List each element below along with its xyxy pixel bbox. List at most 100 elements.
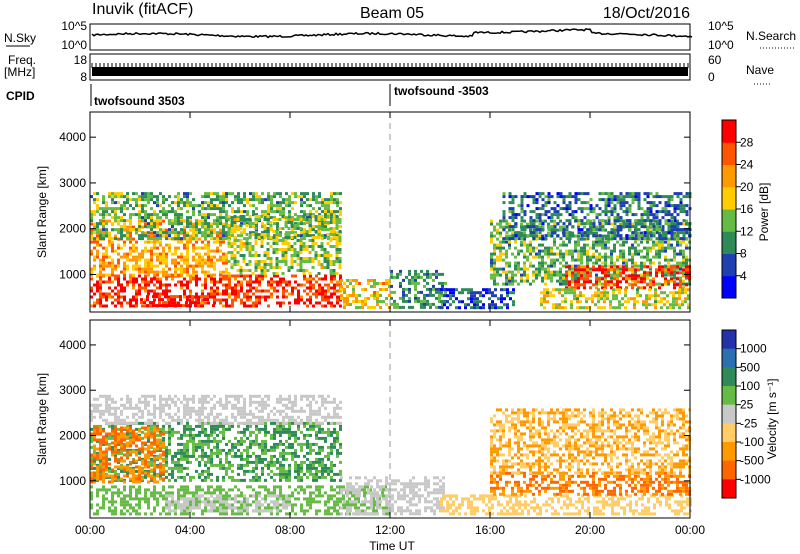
heatmap-cell <box>673 219 677 223</box>
heatmap-cell <box>135 192 138 196</box>
heatmap-cell <box>402 296 405 300</box>
heatmap-cell <box>619 264 622 268</box>
heatmap-cell <box>676 240 679 244</box>
heatmap-cell <box>99 304 102 308</box>
heatmap-cell <box>547 255 550 259</box>
heatmap-cell <box>586 280 589 284</box>
heatmap-cell <box>207 445 210 449</box>
heatmap-cell <box>562 222 566 226</box>
heatmap-cell <box>312 234 315 238</box>
heatmap-cell <box>242 257 246 260</box>
heatmap-cell <box>263 263 267 266</box>
heatmap-cell <box>105 298 108 302</box>
heatmap-cell <box>547 195 551 199</box>
heatmap-cell <box>358 300 361 303</box>
heatmap-cell <box>159 427 162 431</box>
heatmap-cell <box>135 213 138 217</box>
heatmap-cell <box>234 277 237 281</box>
heatmap-cell <box>547 201 551 205</box>
heatmap-cell <box>523 252 526 256</box>
heatmap-cell <box>562 228 566 232</box>
heatmap-cell <box>580 271 583 275</box>
heatmap-cell <box>523 195 527 199</box>
heatmap-cell <box>165 277 168 281</box>
heatmap-cell <box>183 427 186 431</box>
heatmap-cell <box>646 234 649 238</box>
heatmap-cell <box>308 260 312 263</box>
heatmap-cell <box>637 228 641 232</box>
heatmap-cell <box>625 274 628 278</box>
heatmap-cell <box>99 283 102 287</box>
nsky-trace <box>91 27 693 39</box>
heatmap-cell <box>607 222 611 226</box>
heatmap-cell <box>123 243 126 247</box>
heatmap-cell <box>628 237 632 241</box>
heatmap-cell <box>237 198 240 202</box>
heatmap-cell <box>514 216 518 220</box>
heatmap-cell <box>129 231 132 235</box>
heatmap-cell <box>233 254 237 257</box>
heatmap-cell <box>267 207 270 211</box>
heatmap-cell <box>514 267 517 271</box>
heatmap-cell <box>664 237 668 241</box>
heatmap-cell <box>579 306 582 310</box>
heatmap-cell <box>150 424 153 428</box>
heatmap-cell <box>242 254 246 257</box>
heatmap-cell <box>352 279 355 282</box>
heatmap-cell <box>281 260 285 263</box>
heatmap-cell <box>610 231 614 235</box>
heatmap-cell <box>505 240 508 244</box>
heatmap-cell <box>201 439 204 443</box>
heatmap-cell <box>114 237 117 241</box>
heatmap-cell <box>613 231 616 235</box>
heatmap-cell <box>120 225 123 229</box>
heatmap-cell <box>168 267 171 271</box>
heatmap-cell <box>339 304 342 308</box>
heatmap-cell <box>529 243 532 247</box>
heatmap-cell <box>129 304 132 308</box>
heatmap-cell <box>502 237 506 241</box>
heatmap-cell <box>174 222 177 226</box>
heatmap-cell <box>186 261 189 265</box>
heatmap-cell <box>670 216 674 220</box>
heatmap-cell <box>236 218 240 221</box>
heatmap-cell <box>233 248 237 251</box>
heatmap-cell <box>502 258 505 262</box>
heatmap-cell <box>541 279 544 283</box>
heatmap-cell <box>598 225 602 229</box>
heatmap-cell <box>294 195 297 199</box>
heatmap-cell <box>679 276 682 280</box>
heatmap-cell <box>225 427 228 431</box>
heatmap-cell <box>550 225 554 229</box>
heatmap-cell <box>210 198 213 202</box>
heatmap-cell <box>576 297 579 301</box>
heatmap-cell <box>207 246 210 250</box>
heatmap-cell <box>102 195 105 199</box>
heatmap-cell <box>108 457 111 461</box>
heatmap-cell <box>219 216 222 220</box>
heatmap-cell <box>177 301 180 305</box>
heatmap-cell <box>568 195 572 199</box>
heatmap-cell <box>550 219 553 223</box>
heatmap-cell <box>559 276 562 280</box>
heatmap-cell <box>105 280 108 284</box>
heatmap-cell <box>219 237 222 241</box>
heatmap-cell <box>201 448 204 452</box>
heatmap-cell <box>673 192 677 196</box>
heatmap-cell <box>553 231 557 235</box>
heatmap-cell <box>610 273 613 277</box>
heatmap-cell <box>640 213 644 217</box>
heatmap-cell <box>568 286 571 290</box>
heatmap-cell <box>177 448 180 452</box>
heatmap-cell <box>204 273 207 277</box>
heatmap-cell <box>682 231 686 235</box>
heatmap-cell <box>237 216 240 220</box>
heatmap-cell <box>598 240 601 244</box>
heatmap-cell <box>126 192 129 196</box>
heatmap-cell <box>604 213 608 217</box>
heatmap-cell <box>652 204 656 208</box>
heatmap-cell <box>577 273 580 277</box>
heatmap-cell <box>312 198 315 202</box>
heatmap-cell <box>186 255 189 259</box>
heatmap-cell <box>225 255 228 259</box>
